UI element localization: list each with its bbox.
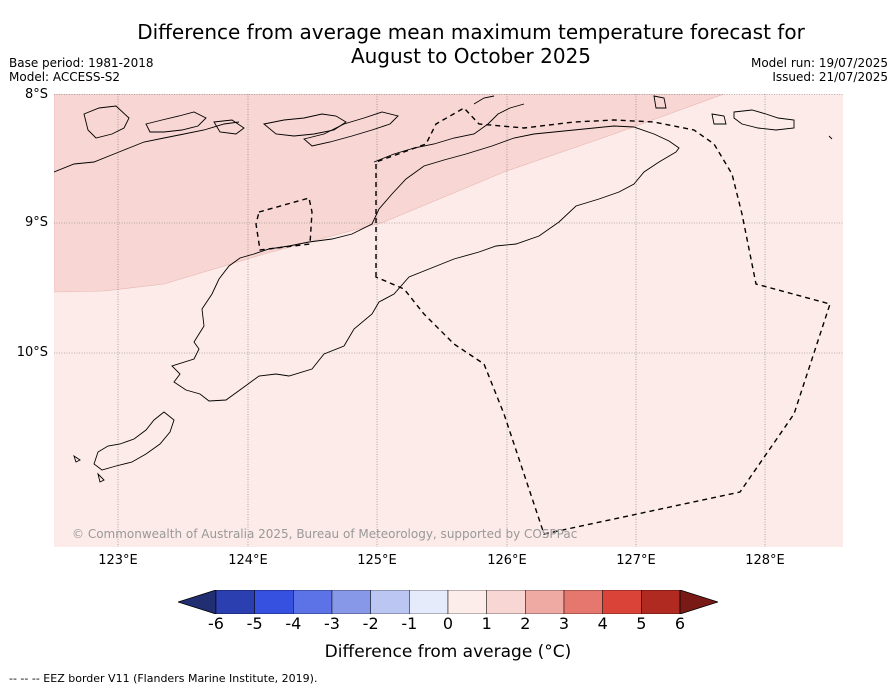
- colorbar-tick-label: 4: [597, 614, 608, 633]
- colorbar-tick-label: 5: [636, 614, 647, 633]
- lon-label-126e: 126°E: [487, 553, 527, 568]
- colorbar-segment: [293, 589, 333, 615]
- map-svg: [54, 94, 843, 547]
- map-area[interactable]: [54, 94, 843, 547]
- model-name: Model: ACCESS-S2: [9, 70, 121, 84]
- colorbar-tick-label: -6: [208, 614, 224, 633]
- colorbar: [176, 589, 720, 615]
- meta-right: Model run: 19/07/2025 Issued: 21/07/2025: [751, 56, 888, 84]
- colorbar-segment: [254, 589, 294, 615]
- lon-label-125e: 125°E: [357, 553, 397, 568]
- colorbar-segment: [602, 589, 642, 615]
- lon-label-128e: 128°E: [745, 553, 785, 568]
- title-line-1: Difference from average mean maximum tem…: [137, 20, 805, 44]
- coastlines: [54, 95, 833, 483]
- colorbar-segment: [215, 589, 255, 615]
- colorbar-segment: [409, 589, 449, 615]
- colorbar-tick-label: -5: [246, 614, 263, 633]
- lon-label-123e: 123°E: [98, 553, 138, 568]
- colorbar-tick-label: -4: [285, 614, 302, 633]
- model-run: Model run: 19/07/2025: [750, 56, 888, 70]
- colorbar-tick-label: 6: [674, 614, 686, 633]
- graticule: [54, 94, 843, 547]
- colorbar-segment: [563, 589, 603, 615]
- colorbar-label: Difference from average (°C): [324, 642, 572, 662]
- lat-label-9s: 9°S: [24, 215, 48, 230]
- colorbar-segment: [331, 589, 371, 615]
- colorbar-segment: [370, 589, 410, 615]
- colorbar-tick-label: -2: [362, 614, 379, 633]
- lat-label-10s: 10°S: [16, 345, 48, 360]
- colorbar-tick-label: 3: [558, 614, 570, 633]
- colorbar-ticks: -6 -5 -4 -3 -2 -1 0 1 2 3 4 5 6: [178, 614, 718, 636]
- colorbar-extend-low: [176, 589, 217, 615]
- map-title: Difference from average mean maximum tem…: [0, 20, 896, 68]
- colorbar-extend-high: [679, 589, 720, 615]
- lon-label-124e: 124°E: [228, 553, 268, 568]
- colorbar-segment: [525, 589, 565, 615]
- lon-label-127e: 127°E: [616, 553, 656, 568]
- issued-date: Issued: 21/07/2025: [772, 70, 888, 84]
- anomaly-fill-medium: [54, 94, 725, 293]
- eez-border: [255, 107, 831, 535]
- base-period: Base period: 1981-2018: [9, 56, 154, 70]
- colorbar-tick-label: 1: [481, 614, 492, 633]
- copyright-notice: © Commonwealth of Australia 2025, Bureau…: [72, 527, 578, 541]
- colorbar-tick-label: 0: [442, 614, 454, 633]
- colorbar-segment: [447, 589, 487, 615]
- colorbar-tick-label: 2: [520, 614, 531, 633]
- eez-footnote: -- -- -- EEZ border V11 (Flanders Marine…: [9, 672, 318, 685]
- colorbar-svg: [176, 589, 720, 615]
- colorbar-tick-label: -3: [324, 614, 340, 633]
- colorbar-tick-label: -1: [401, 614, 418, 633]
- title-line-2: August to October 2025: [350, 44, 592, 68]
- colorbar-segment: [486, 589, 526, 615]
- colorbar-segment: [641, 589, 681, 615]
- meta-left: Base period: 1981-2018 Model: ACCESS-S2: [9, 56, 154, 84]
- lat-label-8s: 8°S: [24, 87, 48, 102]
